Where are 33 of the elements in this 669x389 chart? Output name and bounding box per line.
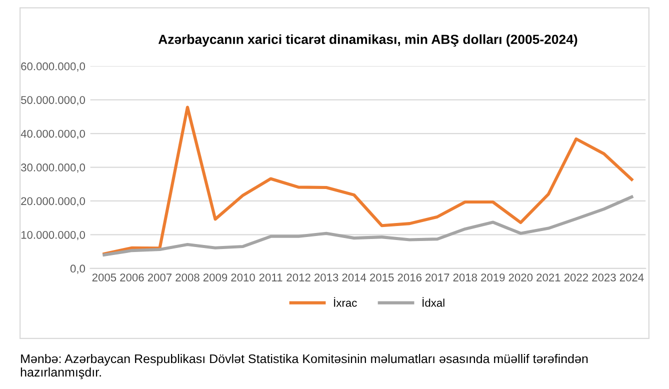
x-tick-label: 2006 [120, 274, 144, 282]
x-tick-label: 2020 [508, 274, 533, 282]
y-tick-label: 40.000.000,0 [20, 130, 86, 140]
x-tick-label: 2016 [398, 274, 422, 282]
legend-label: İxrac [334, 297, 357, 307]
y-tick-label: 20.000.000,0 [21, 197, 86, 206]
x-tick-label: 2013 [314, 274, 338, 282]
x-tick-label: 2014 [342, 274, 366, 282]
x-tick-label: 2023 [592, 274, 616, 282]
x-tick-label: 2007 [148, 274, 172, 282]
y-tick-label: 0,0 [70, 264, 86, 274]
line-series [102, 195, 634, 256]
x-tick-label: 2017 [426, 274, 450, 282]
x-tick-label: 2015 [370, 274, 394, 282]
x-tick-label: 2018 [453, 274, 477, 282]
y-tick-label: 60.000.000,0 [21, 62, 86, 72]
y-tick-label: 30.000.000,0 [21, 164, 86, 173]
y-tick-label: 10.000.000,0 [21, 230, 86, 240]
y-tick-label: 50.000.000,0 [21, 96, 86, 106]
chart-title: Azərbaycanın xarici ticarət dinamikası, min ABŞ dolları (2005-2024) [158, 34, 578, 47]
x-tick-label: 2011 [259, 274, 282, 282]
x-tick-label: 2005 [92, 274, 116, 282]
x-tick-label: 2009 [203, 274, 228, 282]
x-tick-label: 2019 [481, 274, 505, 282]
x-tick-label: 2024 [620, 274, 644, 282]
legend-label: İdxal [422, 297, 444, 307]
x-tick-label: 2022 [564, 274, 588, 282]
x-tick-label: 2021 [536, 274, 560, 282]
x-tick-label: 2008 [176, 274, 200, 282]
x-tick-label: 2012 [286, 274, 310, 282]
x-tick-label: 2010 [231, 274, 255, 282]
text: Mənbə: Azərbaycan Respublikası Dövlət Statistika Komitəsinin məlumatları əsasında müəllif tərəfindən hazırlanmışdır. [20, 354, 588, 380]
line-series [102, 106, 634, 256]
